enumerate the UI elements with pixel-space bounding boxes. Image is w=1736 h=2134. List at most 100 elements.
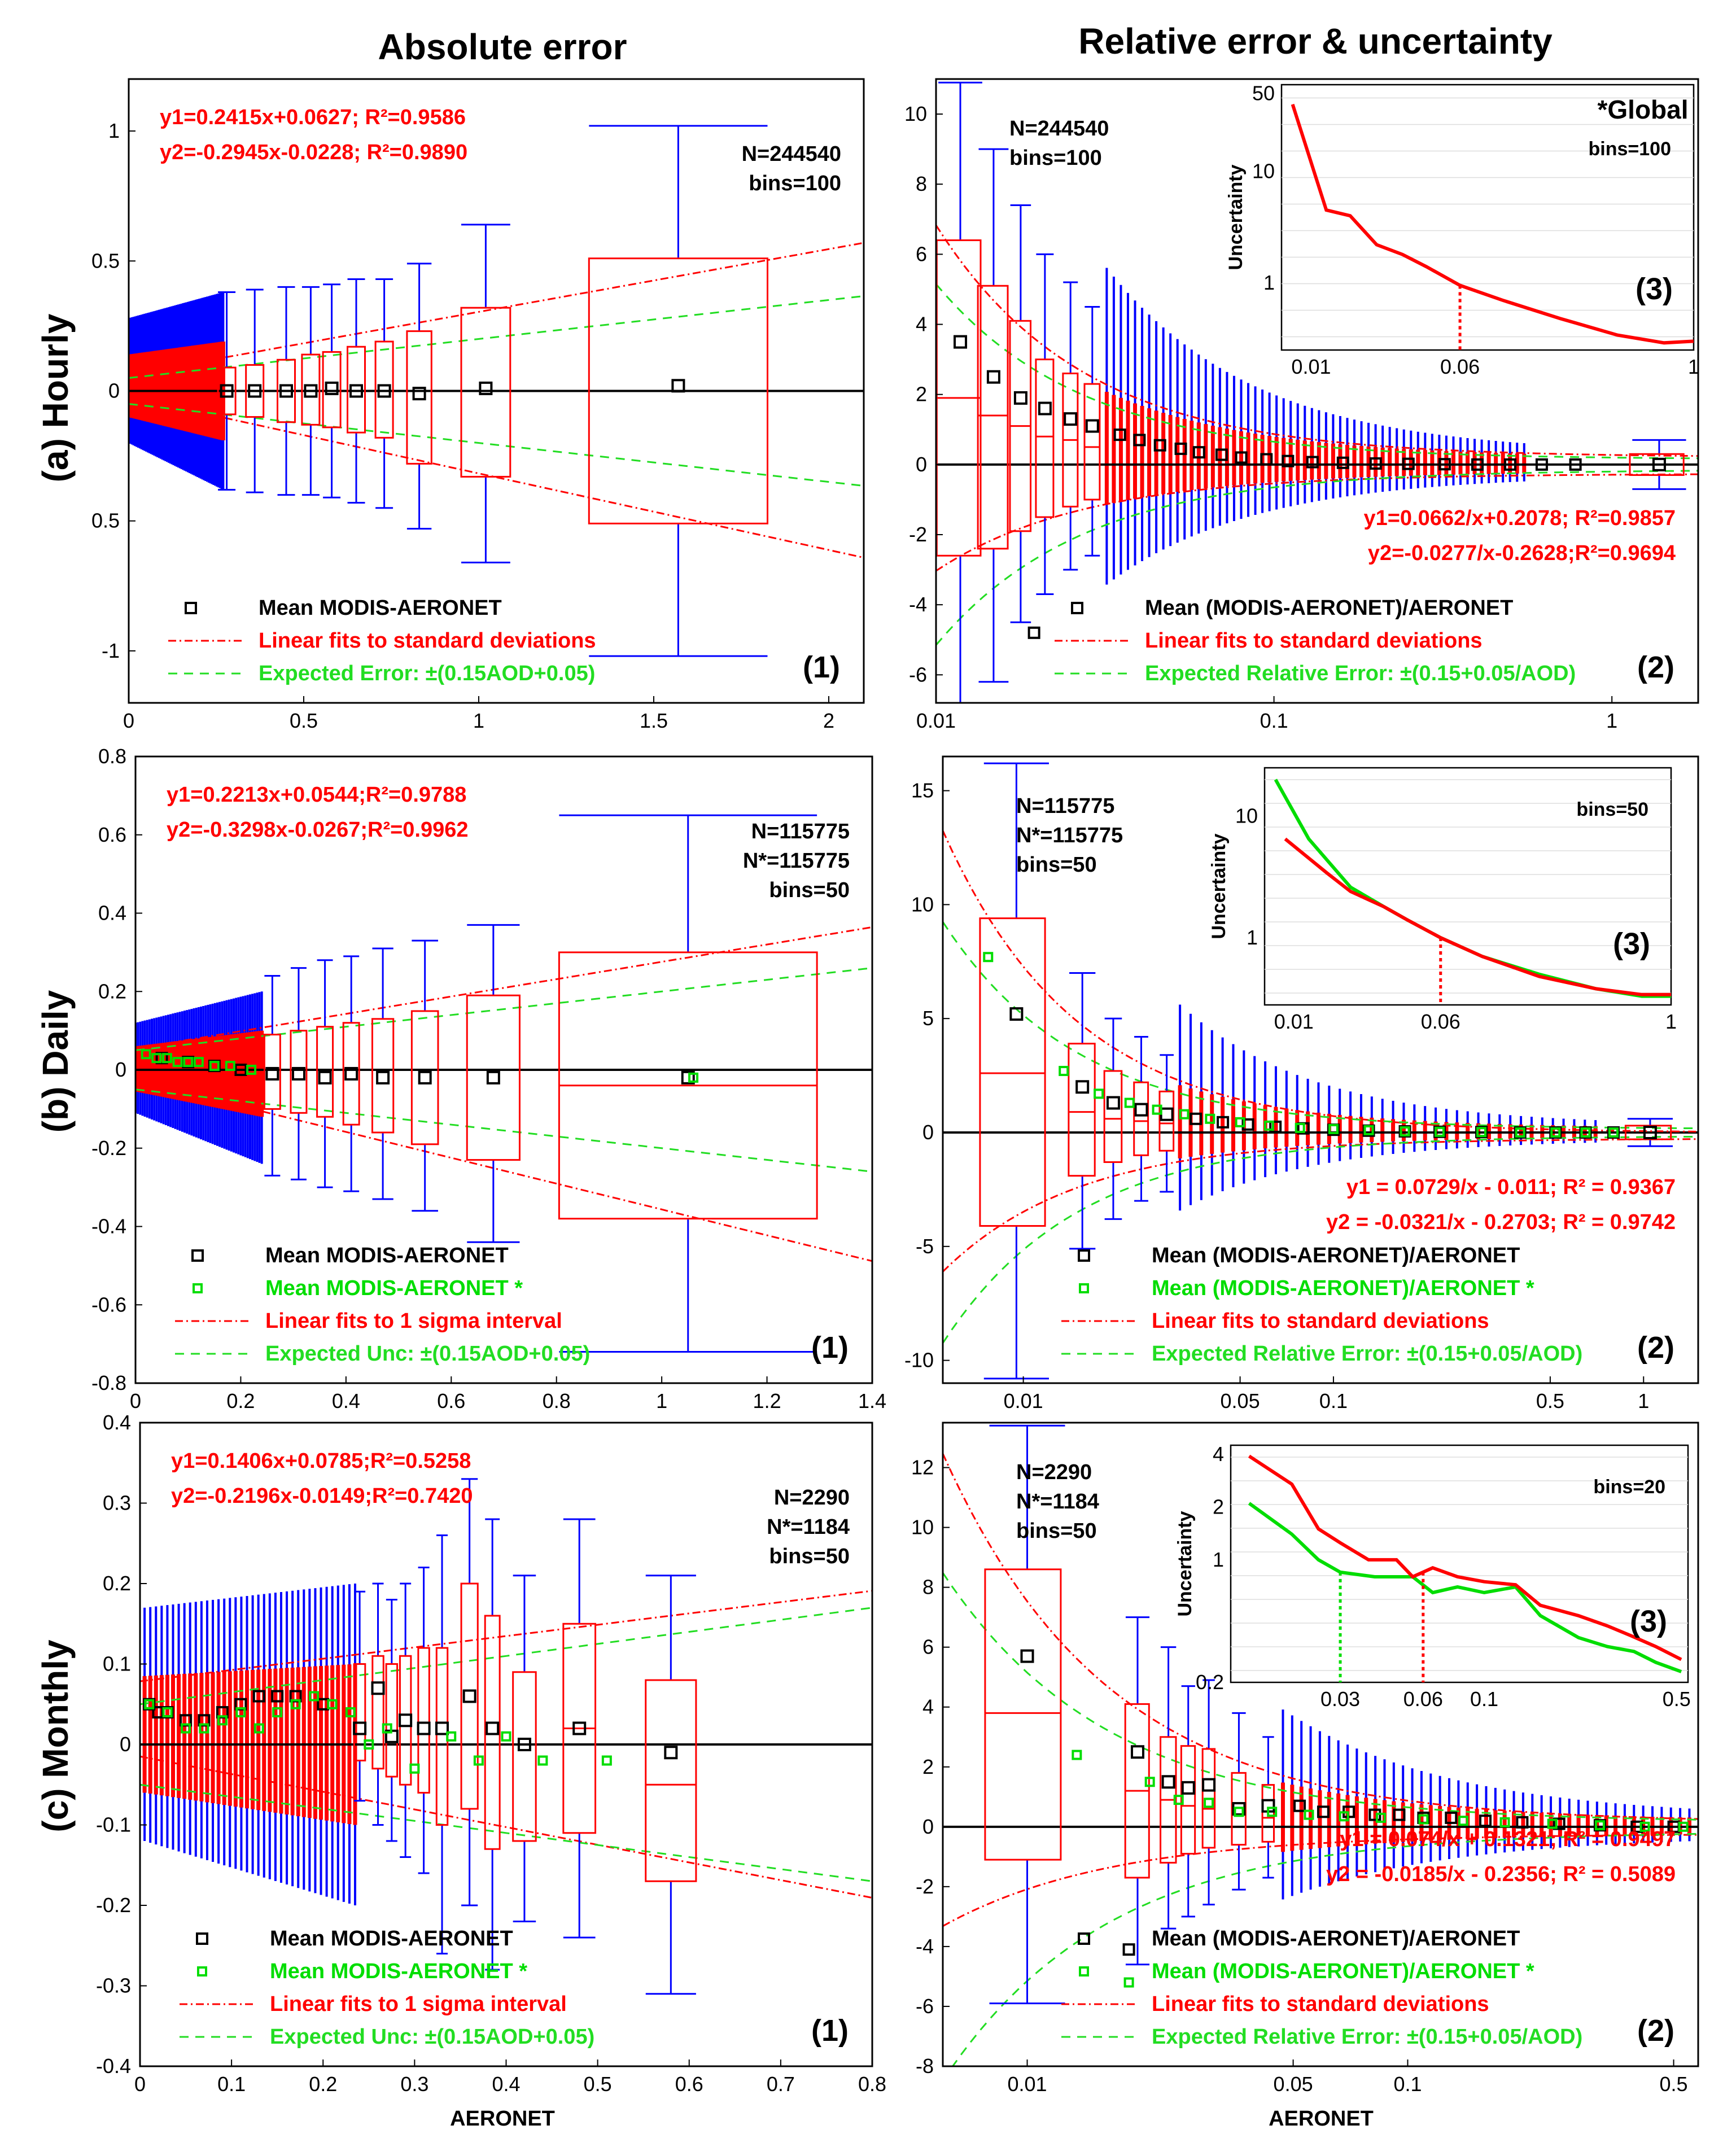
c1-box-4-box [417, 1647, 430, 1794]
b1-y-tick-label: -0.4 [91, 1215, 126, 1238]
b1-box-2-box [316, 1026, 334, 1118]
c1-box-10-box [645, 1679, 697, 1882]
axes-a1: 0 0.5 1 1.5 2 -1 0.5 0 0.5 1 y1=0.2415x+0.0627; R²… [91, 78, 865, 732]
c1-fit-upper [140, 1590, 872, 1682]
b1-legend-marker [191, 1249, 204, 1262]
b2-x-tick-label: 1 [1638, 1389, 1649, 1413]
a2-mean-point [1260, 453, 1273, 466]
c1-mean-star-point [537, 1755, 548, 1766]
b1-mean-star-point [225, 1061, 235, 1072]
b1-mean-star-point [688, 1072, 699, 1083]
c1-mean-star-point [253, 1723, 264, 1734]
c2-y-tick-label: -2 [916, 1875, 934, 1898]
c2-mean-outlier [1122, 1943, 1135, 1956]
c2-mean-star-point [1339, 1811, 1349, 1822]
c2-y-tick-label: -4 [916, 1935, 934, 1958]
b1-legend-label: Expected Unc: ±(0.15AOD+0.05) [265, 1342, 590, 1366]
a1-fit-lower [129, 396, 864, 559]
a1-box-2-box [277, 358, 296, 423]
b2-panel-label: (2) [1637, 1331, 1674, 1365]
b1-y-tick-label: 0.6 [98, 823, 126, 846]
a2-mean-point [1153, 439, 1166, 452]
a2-mean-point [1402, 457, 1415, 470]
c1-legend-label: Mean MODIS-AERONET * [270, 1960, 527, 1983]
c1-equation-1: y1=0.1406x+0.0785;R²=0.5258 [171, 1449, 471, 1473]
plot-c2 [943, 1424, 1698, 2066]
c1-n-text: N=2290 [774, 1486, 850, 1510]
plot-b1 [135, 814, 872, 1353]
b1-panel-label: (1) [811, 1331, 849, 1365]
a2-y-tick-label: -2 [909, 523, 927, 546]
c2-mean-point [1445, 1811, 1458, 1824]
b1-x-tick-label: 0.4 [332, 1389, 360, 1413]
c2-box-5-mean [1232, 1802, 1246, 1816]
c2-inset-y-tick-label: 1 [1213, 1548, 1224, 1571]
c2-mean-star-point [1204, 1798, 1214, 1808]
c2-box-0-mean [1020, 1649, 1034, 1663]
b2-y-tick-label: 0 [922, 1121, 934, 1144]
b2-mean-star-point [1328, 1123, 1339, 1134]
b1-fit-lower [135, 1079, 872, 1262]
c2-equation-2: y2 = -0.0185/x - 0.2356; R² = 0.5089 [1326, 1862, 1676, 1886]
c1-x-tick-label: 0.5 [584, 2072, 612, 2096]
c1-box-3-box [399, 1655, 412, 1786]
b2-mean-star-point [1515, 1127, 1525, 1138]
c2-mean-star-point [1547, 1818, 1558, 1829]
b2-y-tick-label: -10 [904, 1349, 934, 1372]
c2-mean-point [1293, 1799, 1306, 1812]
c1-mean-star-point [409, 1763, 420, 1774]
a2-y-tick-label: 6 [916, 242, 927, 265]
b1-mean-star-point [246, 1065, 257, 1075]
c1-mean-star-point [217, 1715, 228, 1726]
a2-fit-lower [936, 473, 1698, 572]
a2-x-tick-label: 0.01 [916, 709, 956, 732]
c2-x-tick-label: 0.5 [1660, 2072, 1688, 2096]
a2-n-text: N=244540 [1009, 117, 1109, 141]
a2-equation-2: y2=-0.0277/x-0.2628;R²=0.9694 [1368, 541, 1676, 565]
a1-y-tick-label: 0.5 [91, 509, 120, 532]
row-title-hourly: (a) Hourly [35, 313, 76, 482]
axes-b2: 0.01 0.05 0.1 0.5 1 -10 -5 0 5 10 15 y1 = 0.0729/x … [904, 755, 1699, 1413]
b2-box-3-mean [1134, 1103, 1148, 1117]
b1-mean-point [155, 1052, 168, 1065]
c1-mean-star-point [327, 1699, 338, 1709]
c1-box-7-mean [486, 1721, 500, 1735]
c2-mean-star-point [1173, 1795, 1184, 1805]
b2-mean-star-point [1124, 1097, 1135, 1108]
plot-a1 [129, 125, 864, 657]
b1-x-tick-label: 0.8 [543, 1389, 571, 1413]
a2-y-tick-label: 0 [916, 453, 927, 476]
a2-axes-frame [935, 78, 1699, 704]
b2-mean-star-point [1476, 1127, 1487, 1138]
x-axis-label-left: AERONET [450, 2107, 555, 2131]
b1-y-tick-label: 0 [115, 1058, 126, 1081]
a2-inset: 0.01 0.06 1 1 10 50 Uncertainty *Global bins=100… [1225, 82, 1699, 378]
c1-mean-star-point [382, 1723, 392, 1734]
b1-n-text: N*=115775 [743, 849, 850, 873]
c1-mean-star-point [162, 1707, 173, 1717]
b1-expected-lower [135, 1088, 872, 1173]
c1-mean-star-point [144, 1699, 155, 1709]
a1-equation-1: y1=0.2415x+0.0627; R²=0.9586 [160, 106, 466, 129]
c1-mean-star-point [290, 1699, 301, 1709]
c1-y-tick-label: 0 [120, 1733, 131, 1756]
b2-inset-x-tick-label: 0.06 [1421, 1010, 1460, 1033]
a2-inset-x-tick-label: 0.06 [1440, 355, 1480, 378]
c2-inset-y-tick-label: 4 [1213, 1442, 1224, 1466]
c1-mean-star-point [235, 1707, 246, 1717]
a2-y-tick-label: 10 [904, 102, 927, 125]
c1-box-3-mean [399, 1713, 413, 1728]
b2-mean-point [1190, 1112, 1202, 1125]
c1-mean-star-point [446, 1731, 457, 1742]
c1-equation-2: y2=-0.2196x-0.0149;R²=0.7420 [171, 1484, 473, 1508]
b1-y-tick-label: 0.2 [98, 979, 126, 1003]
c2-mean-star-point [1594, 1820, 1605, 1831]
a1-box-7-mean [412, 387, 426, 401]
c2-box-0-box [984, 1568, 1062, 1861]
b2-legend-marker [1078, 1249, 1090, 1262]
c2-mean-point [1393, 1808, 1406, 1821]
b1-y-tick-label: -0.6 [91, 1293, 126, 1316]
b1-box-0-mean [265, 1066, 279, 1081]
a1-x-tick-label: 0.5 [290, 709, 318, 732]
